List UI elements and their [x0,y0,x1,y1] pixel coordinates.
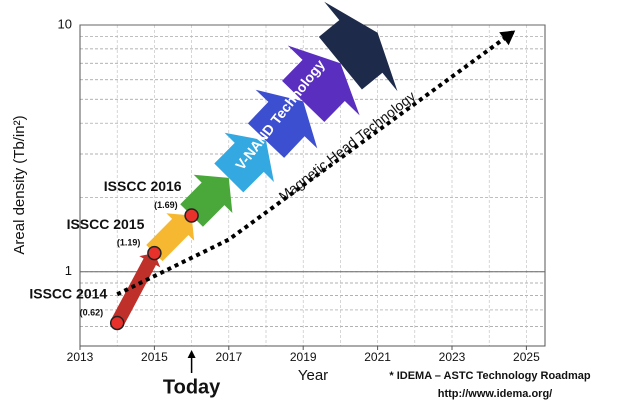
x-tick-label: 2015 [141,350,168,364]
x-tick-label: 2017 [215,350,242,364]
footnote: * IDEMA – ASTC Technology Roadmap [389,370,591,382]
trend-arrow [318,1,398,92]
data-point [109,315,125,331]
x-tick-label: 2013 [67,350,94,364]
point-label: ISSCC 2016 [104,178,182,194]
point-value-label: (1.69) [154,200,178,210]
point-label: ISSCC 2014 [29,286,107,302]
x-axis-label: Year [298,367,328,384]
magnetic-arrowhead [499,30,516,46]
point-value-label: (0.62) [80,307,104,317]
trend-label: V-NAND Technology [232,56,328,172]
x-tick-label: 2023 [439,350,466,364]
y-tick-label: 10 [58,16,72,31]
trend-arrow [247,89,318,158]
y-tick-label: 1 [65,263,72,278]
x-tick-label: 2021 [364,350,391,364]
data-point [147,245,162,261]
point-label: ISSCC 2015 [67,216,145,232]
today-label: Today [163,376,221,398]
magnetic-line [116,28,517,297]
trend-arrow [282,45,360,123]
today-arrowhead [187,350,196,358]
trend-arrow [214,132,274,193]
point-value-label: (1.19) [117,237,141,247]
y-axis-label: Areal density (Tb/in²) [11,115,28,254]
footnote: http://www.idema.org/ [438,388,552,400]
x-tick-label: 2025 [513,350,540,364]
data-point [184,208,199,223]
trend-arrow [111,253,161,327]
x-tick-label: 2019 [290,350,317,364]
